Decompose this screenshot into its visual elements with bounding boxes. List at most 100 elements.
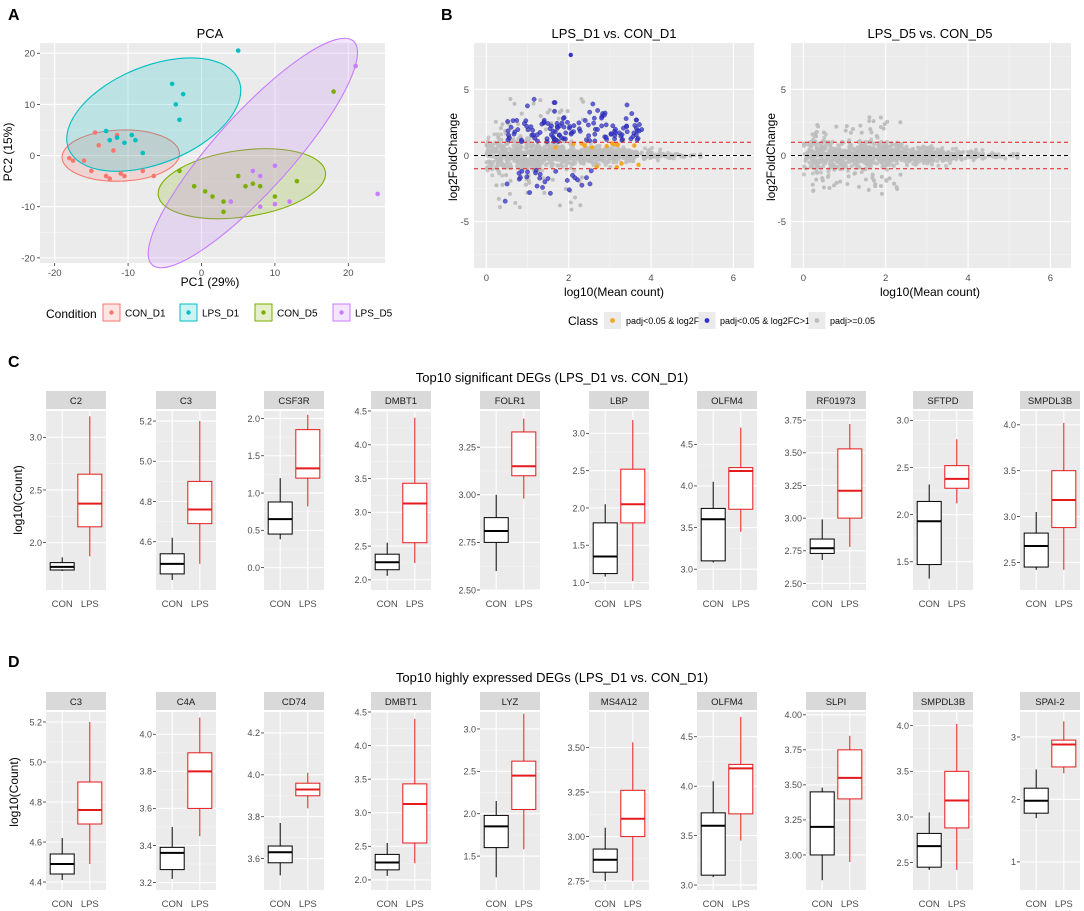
ma1-point-sig-low xyxy=(636,162,641,168)
box-sig-folr1-tick-label-y: 3.25 xyxy=(458,442,476,452)
ma1-point-sig-up xyxy=(633,125,639,131)
ma1-point-sig-low xyxy=(594,164,599,169)
ma1-point-nonsig xyxy=(537,164,542,169)
box-high-ms4a12-tick-label-y: 3.50 xyxy=(567,743,585,753)
ma2-point-nonsig xyxy=(816,164,821,169)
ma1-point-sig-up xyxy=(590,101,596,107)
ma1-point-nonsig xyxy=(513,149,518,154)
ma2-point-nonsig xyxy=(868,146,873,151)
degs-sig-title: Top10 significant DEGs (LPS_D1 vs. CON_D… xyxy=(416,370,688,385)
pca-point-CON_D5 xyxy=(235,173,241,179)
ma2-point-nonsig xyxy=(875,152,880,157)
ma2-point-nonsig xyxy=(900,150,905,155)
box-high-c3-tick-label-y: 4.4 xyxy=(29,877,42,887)
box-sig-folr1-tick-label-x: CON xyxy=(486,599,507,610)
box-high-slpi-strip-label: SLPI xyxy=(826,697,847,708)
ma1-point-nonsig xyxy=(527,163,532,168)
box-high-olfm4-tick-label-x: CON xyxy=(703,899,724,910)
pca-point-CON_D1 xyxy=(89,168,94,174)
ma1-point-nonsig xyxy=(512,146,517,151)
ma1-point-sig-up xyxy=(524,174,530,180)
pca-point-LPS_D1 xyxy=(177,117,182,123)
ma2-point-nonsig xyxy=(848,158,853,163)
box-high-dmbt1-tick-label-y: 3.5 xyxy=(354,774,367,784)
box-sig-sftpd-tick-label-x: CON xyxy=(919,599,940,610)
box-high-lyz-tick-label-y: 2.5 xyxy=(463,767,476,777)
ma1-point-sig-up xyxy=(599,123,604,129)
ma1-point-nonsig xyxy=(668,156,673,161)
box-sig-sftpd-strip xyxy=(913,391,973,409)
pca-point-CON_D5 xyxy=(331,89,336,94)
ma1-point-nonsig xyxy=(536,152,541,157)
ma1-point-nonsig xyxy=(588,150,593,155)
pca-x-label: PC1 (29%) xyxy=(181,275,240,289)
ma1-point-nonsig xyxy=(486,135,491,140)
ma1-point-sig-up xyxy=(545,121,551,126)
box-sig-dmbt1-strip xyxy=(371,391,431,409)
ma1-point-nonsig xyxy=(556,116,561,121)
ma2-point-nonsig xyxy=(821,161,826,166)
box-high-ms4a12-tick-label-y: 3.00 xyxy=(567,832,585,842)
box-high-cd74-box-CON xyxy=(267,845,293,864)
ma1-point-nonsig xyxy=(597,147,602,152)
box-sig-smpdl3b-tick-label-x: CON xyxy=(1026,599,1047,610)
pca-legend-dot-CON_D1 xyxy=(109,310,114,315)
ma1-point-nonsig xyxy=(565,109,570,114)
ma1-point-nonsig xyxy=(564,167,569,172)
ma1-point-sig-up xyxy=(552,108,557,114)
ma1-point-nonsig xyxy=(500,122,505,127)
pca-point-LPS_D1 xyxy=(140,150,146,156)
pca-point-CON_D5 xyxy=(294,178,300,184)
box-sig-c3-tick-label-y: 4.8 xyxy=(139,497,152,507)
box-high-slpi-box-LPS xyxy=(837,749,863,800)
box-sig-lbp-tick-label-y: 1.5 xyxy=(572,541,585,551)
pca-point-CON_D1 xyxy=(122,173,127,179)
ma2-point-nonsig xyxy=(976,154,981,159)
box-sig-smpdl3b-strip xyxy=(1020,391,1080,409)
ma2-point-nonsig xyxy=(819,157,824,162)
ma-y-label-2: log2FoldChange xyxy=(764,113,778,201)
ma1-point-nonsig xyxy=(603,162,608,167)
box-sig-rf01973-tick-label-x: CON xyxy=(812,599,833,610)
box-high-spai-2-tick-label-x: LPS xyxy=(1055,899,1073,910)
ma2-point-nonsig xyxy=(893,142,898,147)
ma1-point-sig-up xyxy=(587,138,592,143)
box-high-cd74-tick-label-x: LPS xyxy=(299,899,317,910)
ma1-point-nonsig xyxy=(614,160,619,165)
pca-tick-label-y: 20 xyxy=(24,49,35,60)
ma1-point-sig-up xyxy=(623,116,629,121)
pca-tick-label-x: 10 xyxy=(270,268,281,279)
ma1-point-sig-up xyxy=(592,131,598,137)
ma2-point-nonsig xyxy=(830,139,835,144)
pca-legend-label-LPS_D5: LPS_D5 xyxy=(355,309,393,320)
ma2-point-nonsig xyxy=(918,146,923,151)
box-high-ms4a12-strip-label: MS4A12 xyxy=(601,697,637,708)
ma1-point-sig-up xyxy=(603,134,609,140)
box-high-smpdl3b-tick-label-y: 2.5 xyxy=(896,858,909,868)
box-high-c3-tick-label-x: LPS xyxy=(81,899,99,910)
ma1-point-nonsig xyxy=(680,154,685,159)
ma1-point-nonsig xyxy=(490,173,495,178)
ma1-point-nonsig xyxy=(485,150,490,155)
box-sig-olfm4-box-LPS xyxy=(728,467,754,510)
ma2-point-nonsig xyxy=(905,154,910,159)
box-sig-rf01973-tick-label-y: 3.75 xyxy=(784,415,802,425)
ma1-tick-label-y: -5 xyxy=(461,217,469,228)
box-high-slpi-box-CON xyxy=(809,791,835,856)
box-high-cd74-tick-label-y: 4.0 xyxy=(247,770,260,780)
ma1-point-nonsig xyxy=(541,150,546,155)
panel-label-d: D xyxy=(8,654,20,671)
box-sig-rf01973-strip xyxy=(806,391,866,409)
box-high-dmbt1-tick-label-y: 2.0 xyxy=(354,875,367,885)
pca-point-CON_D1 xyxy=(107,176,113,181)
ma1-point-sig-up xyxy=(552,100,558,105)
ma2-point-nonsig xyxy=(971,158,976,163)
box-high-c4a-strip xyxy=(156,692,216,710)
ma1-point-nonsig xyxy=(598,150,603,155)
pca-point-LPS_D1 xyxy=(103,128,109,134)
ma2-point-nonsig xyxy=(824,159,829,164)
pca-point-CON_D1 xyxy=(92,130,98,135)
ma2-tick-label-y: 5 xyxy=(781,85,786,96)
ma1-point-nonsig xyxy=(498,157,503,162)
box-sig-smpdl3b-tick-label-y: 4.0 xyxy=(1003,420,1016,430)
